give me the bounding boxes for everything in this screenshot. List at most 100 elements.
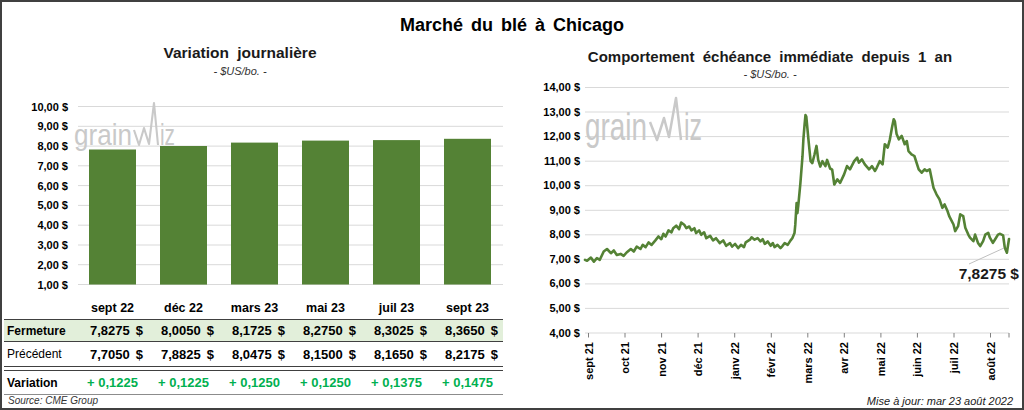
bar-chart: grainiz10,00 $9,00 $8,00 $7,00 $6,00 $5,…: [2, 87, 514, 297]
x-tick-label: janv 22: [729, 342, 741, 380]
price-number: 7,8275: [90, 323, 130, 338]
currency-symbol: $: [349, 347, 356, 362]
variation-value: + 0,1250: [290, 375, 361, 390]
y-tick-label: 1,00 $: [37, 279, 68, 291]
currency-symbol: $: [136, 347, 143, 362]
y-tick-label: 5,00 $: [549, 302, 580, 314]
row-label: Fermeture: [4, 324, 77, 338]
price-table: sept 22déc 22mars 23mai 23juil 23sept 23…: [4, 297, 503, 395]
x-tick-label: juin 22: [911, 342, 923, 378]
table-row-variation: Variation+ 0,1225+ 0,1225+ 0,1250+ 0,125…: [4, 371, 503, 394]
y-tick-label: 7,00 $: [37, 160, 68, 172]
price-value: 8,0050 $: [148, 323, 219, 338]
price-value: 8,3650 $: [432, 323, 503, 338]
price-number: 8,1500: [303, 347, 343, 362]
line-chart-title: Comportement échéance immédiate depuis 1…: [507, 48, 1024, 65]
x-tick-label: mars 22: [802, 342, 814, 384]
price-number: 7,8825: [161, 347, 201, 362]
x-tick-label: févr 22: [765, 342, 777, 377]
price-number: 8,0475: [232, 347, 272, 362]
variation-value: + 0,1225: [148, 375, 219, 390]
y-tick-label: 6,00 $: [37, 180, 68, 192]
variation-value: + 0,1250: [219, 375, 290, 390]
currency-symbol: $: [278, 347, 285, 362]
bar-chart-title: Variation journalière: [2, 44, 478, 62]
col-header: mai 23: [290, 301, 361, 315]
col-header: sept 22: [77, 301, 148, 315]
bar-sept 23: [444, 139, 491, 285]
col-header: déc 22: [148, 301, 219, 315]
y-tick-label: 11,00 $: [544, 155, 580, 167]
watermark-grain: grain: [585, 106, 647, 148]
price-number: 8,1725: [232, 323, 272, 338]
x-tick-label: oct 21: [619, 342, 631, 374]
price-number: 8,3025: [374, 323, 414, 338]
watermark-grain: grain: [74, 119, 132, 151]
watermark-check-icon: [650, 98, 681, 140]
price-value: 8,2175 $: [432, 347, 503, 362]
x-tick-label: sept 21: [583, 342, 595, 380]
currency-symbol: $: [349, 323, 356, 338]
col-header: mars 23: [219, 301, 290, 315]
price-value: 7,7050 $: [77, 347, 148, 362]
price-number: 8,2750: [303, 323, 343, 338]
currency-symbol: $: [136, 323, 143, 338]
wheat-market-dashboard: Marché du blé à Chicago Variation journa…: [0, 0, 1024, 410]
variation-value: + 0,1375: [361, 375, 432, 390]
price-number: 8,1650: [374, 347, 414, 362]
price-value: 7,8825 $: [148, 347, 219, 362]
y-tick-label: 2,00 $: [37, 259, 68, 271]
price-value: 8,0475 $: [219, 347, 290, 362]
price-number: 8,2175: [445, 347, 485, 362]
source-note: Source: CME Group: [8, 395, 98, 406]
bar-mars 23: [231, 143, 278, 285]
price-number: 8,0050: [161, 323, 201, 338]
currency-symbol: $: [207, 347, 214, 362]
y-tick-label: 12,00 $: [543, 130, 580, 142]
y-tick-label: 13,00 $: [543, 106, 580, 118]
y-tick-label: 4,00 $: [549, 327, 580, 339]
bar-juil 23: [373, 140, 420, 284]
y-tick-label: 9,00 $: [37, 120, 68, 132]
watermark-iz: iz: [684, 106, 702, 148]
x-tick-label: juil 22: [948, 342, 960, 374]
y-tick-label: 8,00 $: [37, 140, 68, 152]
y-tick-label: 7,00 $: [549, 253, 580, 265]
y-tick-label: 9,00 $: [549, 204, 580, 216]
row-label: Variation: [4, 376, 77, 390]
bar-mai 23: [302, 141, 349, 285]
watermark-check-icon: [134, 103, 158, 145]
y-tick-label: 6,00 $: [549, 277, 580, 289]
page-title: Marché du blé à Chicago: [2, 15, 1022, 36]
last-value-label: 7,8275 $: [959, 265, 1020, 282]
currency-symbol: $: [491, 347, 498, 362]
currency-symbol: $: [207, 323, 214, 338]
variation-value: + 0,1225: [77, 375, 148, 390]
currency-symbol: $: [491, 323, 498, 338]
currency-symbol: $: [420, 323, 427, 338]
col-header: juil 23: [361, 301, 432, 315]
x-tick-label: déc 21: [692, 342, 704, 376]
price-number: 8,3650: [445, 323, 485, 338]
row-label: Précédent: [4, 347, 77, 361]
price-value: 8,3025 $: [361, 323, 432, 338]
price-value: 7,8275 $: [77, 323, 148, 338]
x-tick-label: août 22: [985, 342, 997, 381]
y-tick-label: 3,00 $: [37, 239, 68, 251]
currency-symbol: $: [420, 347, 427, 362]
bar-sept 22: [89, 150, 136, 285]
y-tick-label: 14,00 $: [543, 81, 580, 93]
x-tick-label: avr 22: [838, 342, 850, 374]
line-chart-subtitle: - $US/bo. -: [507, 68, 1024, 80]
price-value: 8,1725$: [219, 323, 290, 338]
col-header: sept 23: [432, 301, 503, 315]
price-value: 8,2750 $: [290, 323, 361, 338]
table-row-precedent: Précédent 7,7050 $7,8825 $8,0475 $8,1500 $8,1…: [4, 342, 503, 366]
table-header-row: sept 22déc 22mars 23mai 23juil 23sept 23: [4, 297, 503, 319]
y-tick-label: 5,00 $: [37, 199, 68, 211]
price-number: 7,7050: [90, 347, 130, 362]
x-tick-label: mai 22: [875, 342, 887, 376]
x-tick-label: nov 21: [656, 342, 668, 377]
y-tick-label: 10,00 $: [543, 179, 580, 191]
table-row-fermeture: Fermeture7,8275$8,0050$8,1725$8,2750$8,3…: [4, 319, 503, 342]
